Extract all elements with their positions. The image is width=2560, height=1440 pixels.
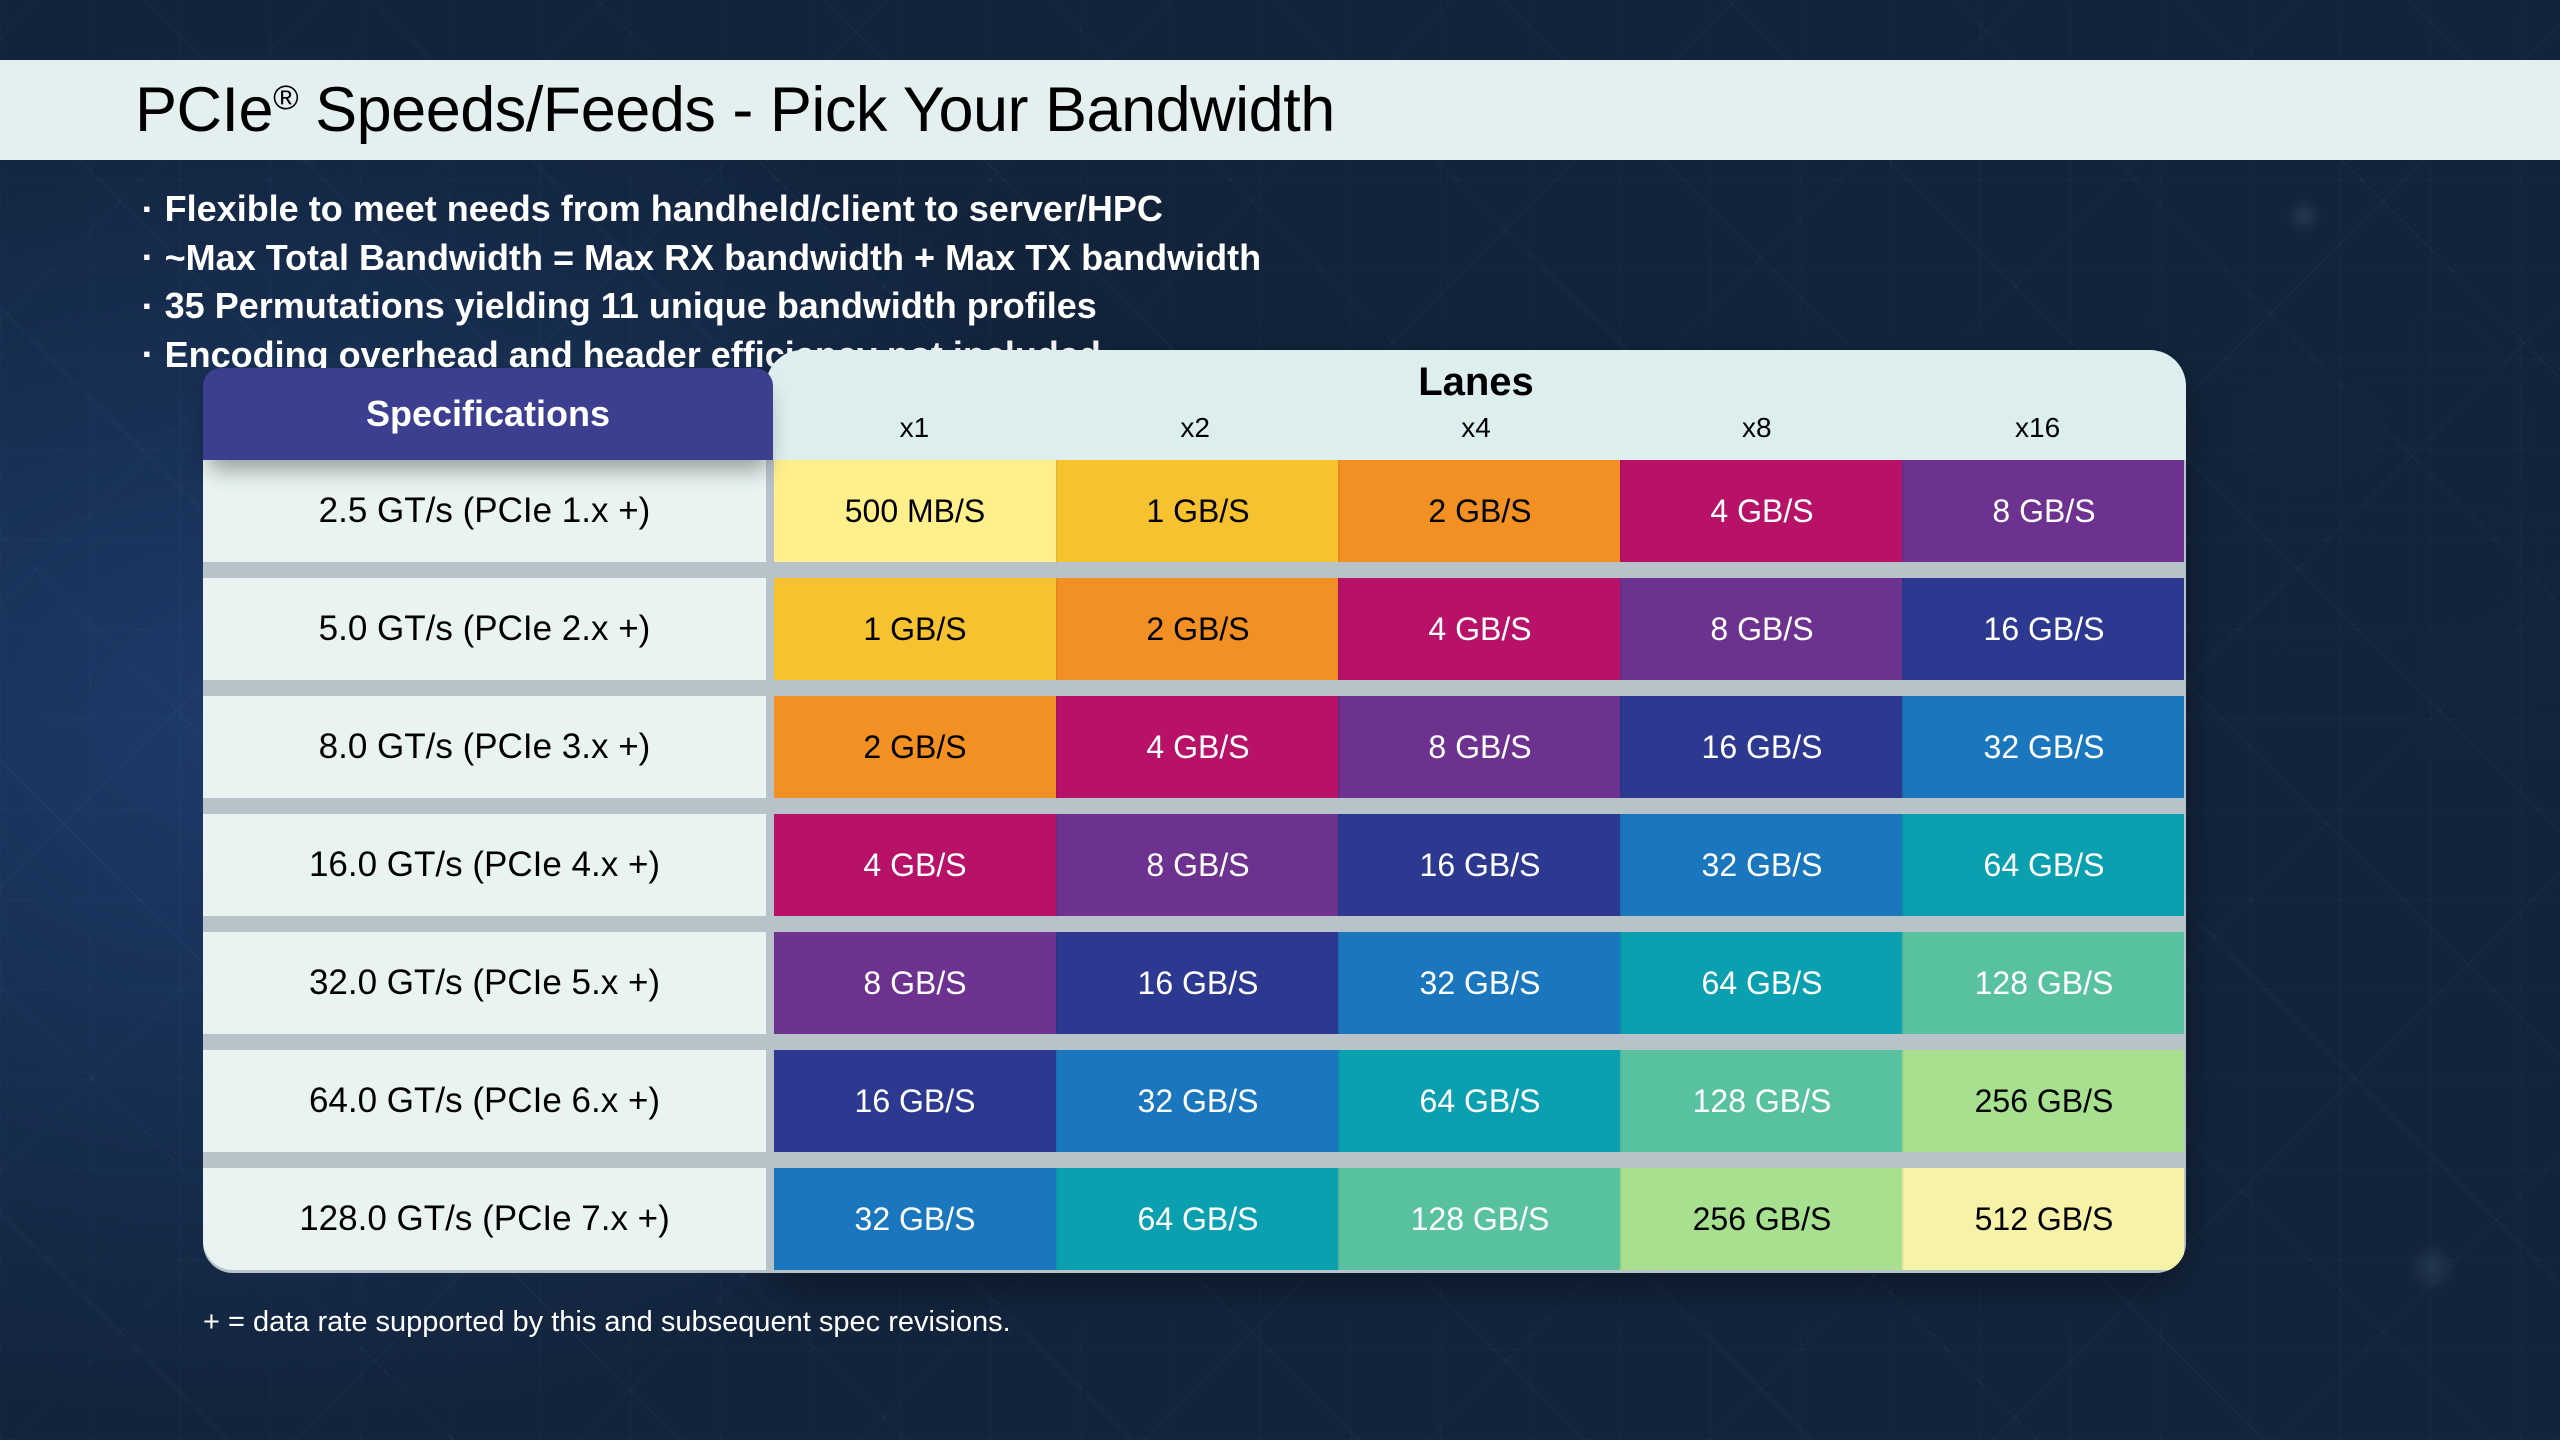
bandwidth-cell: 4 GB/S [1620,460,1902,562]
bandwidth-cell: 16 GB/S [1056,932,1338,1034]
bandwidth-cell: 64 GB/S [1056,1168,1338,1270]
table-row: 32.0 GT/s (PCIe 5.x +)8 GB/S16 GB/S32 GB… [203,932,2186,1034]
bandwidth-cell: 500 MB/S [774,460,1056,562]
bandwidth-cell: 1 GB/S [774,578,1056,680]
bandwidth-cell: 32 GB/S [1056,1050,1338,1152]
title-band: PCIe® Speeds/Feeds - Pick Your Bandwidth [0,60,2560,160]
footnote: + = data rate supported by this and subs… [203,1306,1011,1339]
bandwidth-cell: 2 GB/S [1338,460,1620,562]
lane-header: x16 [1897,412,2178,444]
spec-cell: 128.0 GT/s (PCIe 7.x +) [203,1168,766,1270]
table-row: 8.0 GT/s (PCIe 3.x +)2 GB/S4 GB/S8 GB/S1… [203,696,2186,798]
spec-cell: 32.0 GT/s (PCIe 5.x +) [203,932,766,1034]
lane-header: x1 [774,412,1055,444]
lane-header: x8 [1616,412,1897,444]
bandwidth-cell: 8 GB/S [774,932,1056,1034]
bandwidth-cell: 256 GB/S [1620,1168,1902,1270]
bandwidth-cell: 8 GB/S [1338,696,1620,798]
bandwidth-cell: 128 GB/S [1338,1168,1620,1270]
bandwidth-cell: 128 GB/S [1620,1050,1902,1152]
bandwidth-cell: 16 GB/S [1620,696,1902,798]
bandwidth-cell: 16 GB/S [1902,578,2184,680]
table-row: 5.0 GT/s (PCIe 2.x +)1 GB/S2 GB/S4 GB/S8… [203,578,2186,680]
bandwidth-cell: 8 GB/S [1902,460,2184,562]
spec-cell: 64.0 GT/s (PCIe 6.x +) [203,1050,766,1152]
lane-column-headers: x1x2x4x8x16 [774,412,2178,444]
bandwidth-cell: 64 GB/S [1338,1050,1620,1152]
table-row: 128.0 GT/s (PCIe 7.x +)32 GB/S64 GB/S128… [203,1168,2186,1270]
bandwidth-cell: 4 GB/S [774,814,1056,916]
bandwidth-cell: 2 GB/S [1056,578,1338,680]
bandwidth-cell: 32 GB/S [774,1168,1056,1270]
bandwidth-cell: 256 GB/S [1902,1050,2184,1152]
bandwidth-cell: 16 GB/S [1338,814,1620,916]
bandwidth-cell: 512 GB/S [1902,1168,2184,1270]
bandwidth-cell: 4 GB/S [1338,578,1620,680]
bullet-item: 35 Permutations yielding 11 unique bandw… [143,282,1261,331]
specifications-header: Specifications [203,368,773,460]
bandwidth-cell: 8 GB/S [1620,578,1902,680]
bandwidth-cell: 2 GB/S [774,696,1056,798]
bandwidth-cell: 4 GB/S [1056,696,1338,798]
table-rows: 2.5 GT/s (PCIe 1.x +)500 MB/S1 GB/S2 GB/… [203,460,2186,1273]
bullet-item: Flexible to meet needs from handheld/cli… [143,185,1261,234]
lane-header: x4 [1336,412,1617,444]
spec-cell: 8.0 GT/s (PCIe 3.x +) [203,696,766,798]
bandwidth-cell: 8 GB/S [1056,814,1338,916]
spec-cell: 5.0 GT/s (PCIe 2.x +) [203,578,766,680]
bandwidth-cell: 64 GB/S [1620,932,1902,1034]
page-title: PCIe® Speeds/Feeds - Pick Your Bandwidth [135,74,1335,146]
bandwidth-cell: 1 GB/S [1056,460,1338,562]
table-row: 2.5 GT/s (PCIe 1.x +)500 MB/S1 GB/S2 GB/… [203,460,2186,562]
bandwidth-cell: 16 GB/S [774,1050,1056,1152]
bandwidth-cell: 32 GB/S [1902,696,2184,798]
bullet-item: ~Max Total Bandwidth = Max RX bandwidth … [143,234,1261,283]
lane-header: x2 [1055,412,1336,444]
table-row: 16.0 GT/s (PCIe 4.x +)4 GB/S8 GB/S16 GB/… [203,814,2186,916]
bandwidth-cell: 64 GB/S [1902,814,2184,916]
spec-cell: 16.0 GT/s (PCIe 4.x +) [203,814,766,916]
lanes-title: Lanes [766,360,2186,405]
table-row: 64.0 GT/s (PCIe 6.x +)16 GB/S32 GB/S64 G… [203,1050,2186,1152]
bandwidth-cell: 32 GB/S [1620,814,1902,916]
spec-cell: 2.5 GT/s (PCIe 1.x +) [203,460,766,562]
bandwidth-cell: 128 GB/S [1902,932,2184,1034]
bandwidth-table: Lanes x1x2x4x8x16 Specifications 2.5 GT/… [203,350,2186,1283]
bandwidth-cell: 32 GB/S [1338,932,1620,1034]
